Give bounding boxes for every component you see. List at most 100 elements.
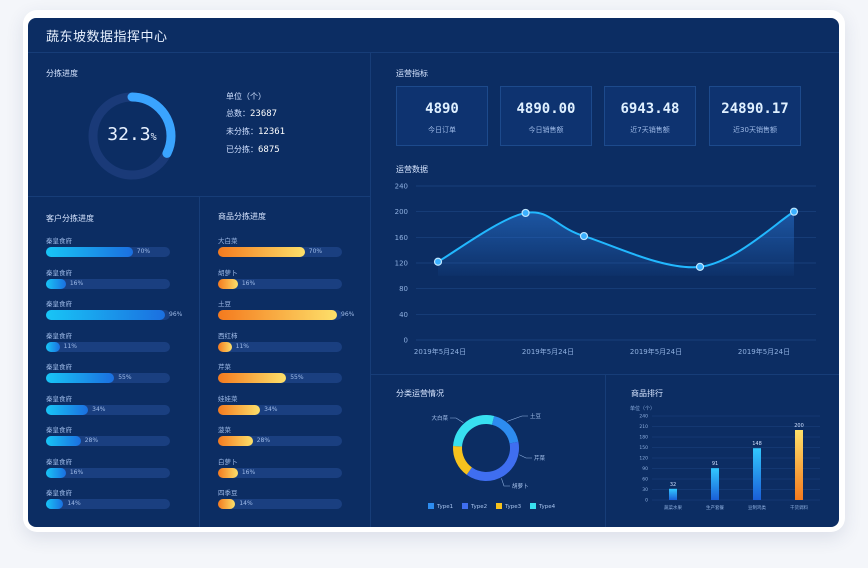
ops-data-title: 运营数据 [396, 165, 428, 174]
y-tick-label: 200 [395, 208, 408, 216]
bar[interactable] [711, 468, 719, 500]
kpi-value: 4890 [425, 101, 459, 117]
ring-progress-arc [88, 92, 176, 180]
customer-progress-percent: 16% [69, 279, 84, 287]
ops-line-chart: 0 40 80 120 160 200 240 2019年5月24日 2019年5月24日 201… [395, 183, 816, 356]
data-point[interactable] [579, 231, 589, 241]
y-tick-label: 160 [395, 234, 408, 242]
product-progress-row: 菠菜 28% [218, 424, 378, 454]
customer-progress-fill [46, 436, 81, 446]
product-progress-fill [218, 404, 261, 415]
donut-slice[interactable] [466, 441, 519, 481]
sorted-row: 已分拣：6875 [226, 141, 285, 159]
product-progress-title: 商品分拣进度 [218, 212, 266, 221]
product-progress-percent: 34% [264, 405, 278, 413]
customer-progress-track [46, 310, 170, 320]
total-value: 23687 [250, 109, 278, 119]
product-progress-label: 芹菜 [218, 363, 231, 371]
customer-progress-label: 秦皇食府 [46, 426, 72, 434]
slice-callout-line [507, 415, 528, 422]
y-axis-label: 单位（个） [630, 405, 655, 412]
bar[interactable] [795, 430, 803, 500]
title-bar: 蔬东坡数据指挥中心 [28, 18, 839, 53]
ring-percent: 32.3% [84, 124, 180, 145]
data-point[interactable] [521, 208, 530, 218]
page-title: 蔬东坡数据指挥中心 [46, 30, 168, 45]
kpi-7day-sales: 6943.48 近7天销售额 [604, 86, 696, 146]
unsorted-row: 未分拣：12361 [226, 123, 285, 141]
customer-progress-percent: 16% [69, 468, 84, 476]
customer-progress-track [46, 499, 170, 509]
customer-progress-fill [46, 341, 60, 352]
bar[interactable] [753, 448, 761, 500]
customer-progress-percent: 28% [84, 437, 99, 444]
slice-callout-line [519, 454, 532, 459]
product-progress-track [218, 278, 342, 289]
legend-label: Type4 [538, 504, 556, 510]
customer-progress-percent: 70% [136, 248, 151, 255]
customer-progress-row: 秦皇食府 96% [46, 298, 206, 328]
customer-progress-track [46, 247, 170, 257]
y-tick-label: 40 [399, 311, 408, 319]
data-point[interactable] [695, 262, 705, 271]
product-progress-label: 菠菜 [218, 426, 231, 434]
data-point[interactable] [789, 207, 799, 216]
customer-progress-percent: 96% [169, 311, 183, 318]
product-progress-fill [218, 436, 253, 446]
customer-progress-percent: 34% [92, 405, 106, 413]
customer-progress-fill [46, 247, 133, 257]
customer-progress-label: 秦皇食府 [46, 300, 72, 308]
legend-label: Type3 [504, 504, 522, 510]
customer-progress-label: 秦皇食府 [46, 394, 72, 403]
product-progress-row: 胡萝卜 16% [218, 267, 378, 297]
product-progress-row: 芹菜 55% [218, 361, 378, 391]
right-horizontal-divider [370, 374, 839, 375]
x-tick-label: 2019年5月24日 [630, 347, 682, 356]
customer-progress-label: 秦皇食府 [46, 268, 72, 277]
donut-slice[interactable] [453, 415, 495, 447]
y-tick-label: 30 [642, 487, 648, 493]
data-point[interactable] [433, 257, 443, 266]
bar[interactable] [669, 488, 677, 500]
customer-progress-row: 秦皇食府 14% [46, 487, 206, 517]
product-progress-label: 胡萝卜 [218, 268, 238, 277]
customer-progress-row: 秦皇食府 34% [46, 393, 206, 423]
legend-label: Type1 [436, 504, 453, 510]
customer-progress-row: 秦皇食府 16% [46, 267, 206, 297]
customer-progress-row: 秦皇食府 28% [46, 424, 206, 454]
unsorted-label: 未分拣： [226, 127, 258, 136]
x-category-label: 豆制鸡类 [748, 504, 766, 511]
x-tick-label: 2019年5月24日 [738, 347, 790, 356]
dashboard-screen: 蔬东坡数据指挥中心 分拣进度 32.3% 单位（个） 总数：23687 未分拣：… [28, 18, 839, 527]
bar-value-label: 200 [794, 423, 804, 429]
customer-progress-row: 秦皇食府 16% [46, 456, 206, 486]
slice-callout-line [450, 417, 464, 423]
product-progress-percent: 70% [308, 248, 323, 255]
y-tick-label: 0 [404, 337, 408, 345]
x-tick-label: 2019年5月24日 [522, 347, 574, 356]
product-progress-track [218, 404, 342, 415]
vertical-divider [370, 52, 371, 527]
customer-progress-row: 秦皇食府 55% [46, 361, 206, 391]
legend-swatch [530, 503, 536, 509]
customer-progress-track [46, 467, 170, 478]
slice-label: 土豆 [530, 412, 542, 420]
product-progress-label: 娃娃菜 [218, 394, 238, 403]
bar-value-label: 32 [670, 482, 676, 488]
slice-label: 胡萝卜 [512, 482, 529, 490]
customer-progress-fill [46, 278, 66, 289]
customer-progress-label: 秦皇食府 [46, 363, 72, 371]
unsorted-value: 12361 [258, 127, 286, 137]
product-progress-fill [218, 373, 287, 383]
y-tick-label: 80 [399, 285, 408, 293]
x-category-label: 蔬菜水果 [664, 504, 682, 511]
product-progress-label: 白萝卜 [218, 457, 238, 466]
customer-progress-title: 客户分拣进度 [46, 214, 94, 223]
x-category-label: 干货调料 [790, 504, 808, 511]
product-progress-row: 大白菜 70% [218, 235, 378, 265]
donut-slice[interactable] [491, 416, 519, 444]
donut-slice[interactable] [453, 445, 472, 475]
category-ops-title: 分类运营情况 [396, 389, 444, 398]
kpi-label: 近7天销售额 [630, 126, 670, 134]
